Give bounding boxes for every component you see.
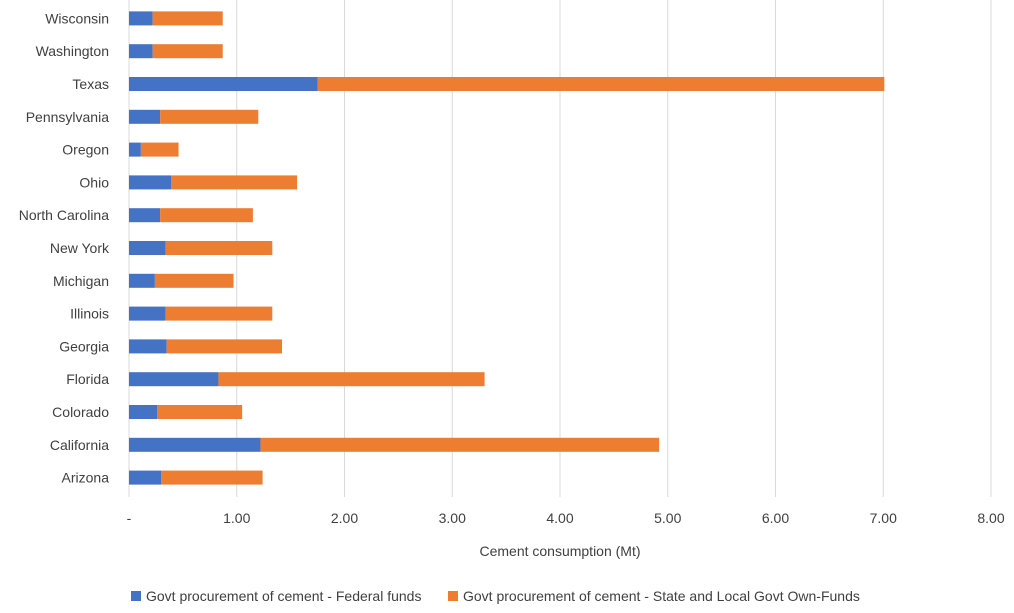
x-tick-label-8: 8.00 [977, 510, 1004, 526]
bar-federal-3 [129, 109, 161, 124]
bar-federal-4 [129, 142, 141, 157]
bar-state-local-11 [218, 372, 485, 387]
x-tick-label-6: 6.00 [762, 510, 789, 526]
category-label-4: Oregon [62, 142, 109, 158]
legend: Govt procurement of cement - Federal fun… [131, 588, 860, 604]
bar-federal-6 [129, 208, 161, 223]
x-tick-label-3: 3.00 [439, 510, 466, 526]
bar-state-local-3 [160, 109, 259, 124]
bars [129, 11, 885, 485]
category-label-2: Texas [72, 76, 109, 92]
bar-federal-0 [129, 11, 153, 26]
category-label-12: Colorado [52, 404, 109, 420]
legend-label-1: Govt procurement of cement - State and L… [463, 588, 860, 604]
legend-swatch-1 [448, 591, 458, 601]
bar-state-local-0 [152, 11, 223, 26]
category-label-14: Arizona [62, 470, 110, 486]
bar-federal-2 [129, 77, 318, 91]
bar-state-local-12 [157, 405, 243, 419]
bar-federal-8 [129, 273, 155, 288]
category-label-11: Florida [66, 371, 109, 387]
bar-federal-7 [129, 241, 166, 255]
bar-federal-14 [129, 470, 162, 485]
bar-federal-11 [129, 372, 219, 387]
category-label-10: Georgia [59, 338, 109, 354]
bar-state-local-8 [154, 273, 234, 288]
category-label-8: Michigan [53, 273, 109, 289]
bar-federal-12 [129, 405, 158, 419]
x-axis-title: Cement consumption (Mt) [479, 543, 640, 559]
category-label-7: New York [50, 240, 110, 256]
bar-state-local-4 [140, 142, 179, 157]
category-label-13: California [50, 437, 109, 453]
bar-federal-13 [129, 437, 261, 452]
bar-federal-1 [129, 44, 153, 59]
x-tick-label-5: 5.00 [654, 510, 681, 526]
x-tick-label-0: - [127, 510, 132, 526]
category-label-9: Illinois [70, 306, 109, 322]
category-labels: Wisconsin Washington Texas Pennsylvania Oreg… [19, 10, 110, 485]
bar-state-local-6 [160, 208, 253, 223]
category-label-6: North Carolina [19, 207, 109, 223]
x-tick-labels: - 1.00 2.00 3.00 4.00 5.00 6.00 7.00 8.00 [127, 510, 1005, 526]
category-label-5: Ohio [79, 174, 109, 190]
bar-state-local-10 [166, 339, 283, 354]
x-tick-label-7: 7.00 [870, 510, 897, 526]
category-label-3: Pennsylvania [26, 109, 109, 125]
bar-state-local-13 [260, 437, 660, 452]
x-tick-label-2: 2.00 [331, 510, 358, 526]
bar-federal-9 [129, 306, 166, 321]
x-tick-label-4: 4.00 [546, 510, 573, 526]
category-label-0: Wisconsin [45, 10, 109, 26]
bar-state-local-9 [165, 306, 273, 321]
bar-state-local-1 [152, 44, 223, 59]
bar-state-local-14 [161, 470, 263, 485]
category-label-1: Washington [36, 43, 109, 59]
bar-federal-10 [129, 339, 167, 354]
x-tick-label-1: 1.00 [223, 510, 250, 526]
legend-swatch-0 [131, 591, 141, 601]
bar-federal-5 [129, 175, 172, 190]
bar-state-local-7 [165, 241, 273, 255]
bar-state-local-2 [317, 77, 885, 91]
legend-label-0: Govt procurement of cement - Federal fun… [146, 588, 421, 604]
bar-state-local-5 [171, 175, 298, 190]
